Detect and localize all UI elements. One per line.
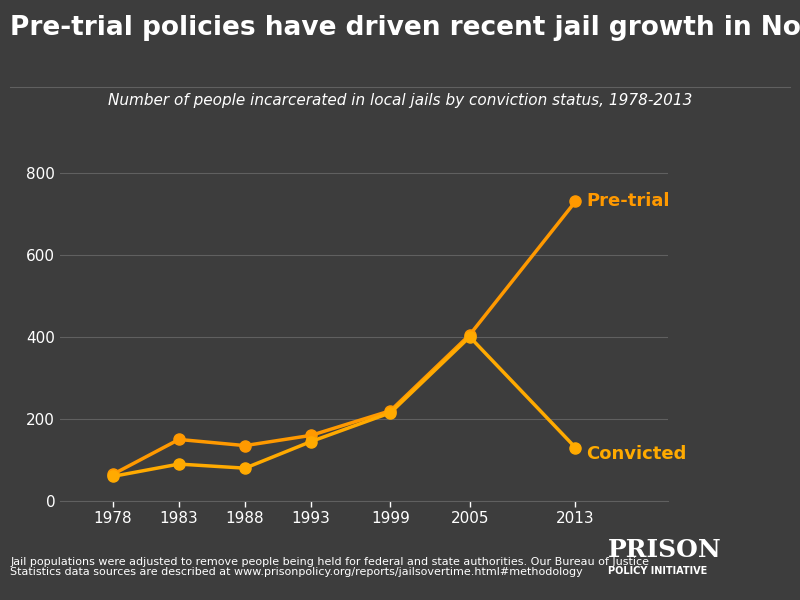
Text: Number of people incarcerated in local jails by conviction status, 1978-2013: Number of people incarcerated in local j… — [108, 93, 692, 108]
Text: Jail populations were adjusted to remove people being held for federal and state: Jail populations were adjusted to remove… — [10, 557, 650, 567]
Text: Pre-trial: Pre-trial — [586, 193, 670, 211]
Text: Pre-trial policies have driven recent jail growth in North Dakota: Pre-trial policies have driven recent ja… — [10, 15, 800, 41]
Text: PRISON: PRISON — [608, 538, 722, 562]
Text: Statistics data sources are described at www.prisonpolicy.org/reports/jailsovert: Statistics data sources are described at… — [10, 567, 583, 577]
Text: POLICY INITIATIVE: POLICY INITIATIVE — [608, 566, 707, 576]
Text: Convicted: Convicted — [586, 445, 686, 463]
